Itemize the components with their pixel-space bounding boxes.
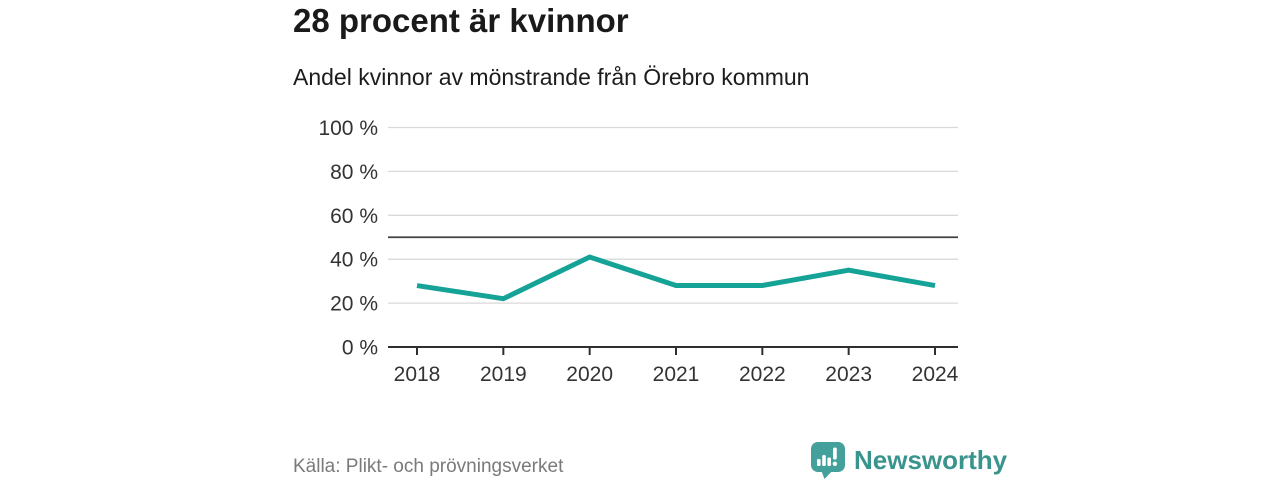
x-tick-label: 2023 (825, 363, 872, 386)
x-tick-label: 2020 (566, 363, 613, 386)
trend-line-andel-kvinnor (416, 254, 936, 302)
source-note: Källa: Plikt- och prövningsverket (293, 456, 564, 477)
x-tick-label: 2021 (653, 363, 700, 386)
y-tick-label: 100 % (318, 117, 378, 140)
y-tick-label: 40 % (330, 249, 378, 272)
y-tick-label: 80 % (330, 161, 378, 184)
newsworthy-logo-text: Newsworthy (854, 445, 1008, 475)
chart-subtitle: Andel kvinnor av mönstrande från Örebro … (293, 64, 810, 90)
x-tick-label: 2019 (480, 363, 527, 386)
newsworthy-speech-bubble-chart-icon (811, 442, 845, 479)
y-tick-label: 0 % (342, 337, 378, 360)
chart-title: 28 procent är kvinnor (293, 2, 629, 39)
x-tick-label: 2018 (394, 363, 441, 386)
line-chart-plot: 2018 2019 2020 2021 2022 2023 2024 0 % 20 % 40 % 6… (318, 117, 959, 386)
x-tick-label: 2022 (739, 363, 786, 386)
x-tick-label: 2024 (912, 363, 959, 386)
y-tick-label: 60 % (330, 205, 378, 228)
y-tick-label: 20 % (330, 293, 378, 316)
newsworthy-logo: Newsworthy (810, 441, 1007, 479)
